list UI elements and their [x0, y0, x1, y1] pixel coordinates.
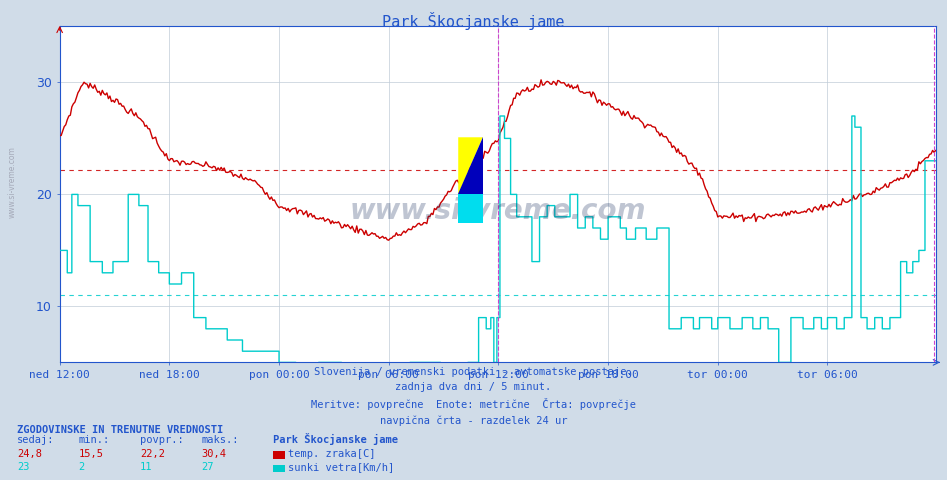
Polygon shape [458, 137, 483, 194]
Text: Park Škocjanske jame: Park Škocjanske jame [383, 12, 564, 30]
Text: 11: 11 [140, 462, 152, 472]
Text: povpr.:: povpr.: [140, 434, 184, 444]
Text: www.si-vreme.com: www.si-vreme.com [8, 146, 17, 218]
Text: Park Škocjanske jame: Park Škocjanske jame [273, 432, 398, 444]
Text: 30,4: 30,4 [202, 449, 226, 459]
Text: 24,8: 24,8 [17, 449, 42, 459]
Polygon shape [458, 137, 483, 194]
Text: min.:: min.: [79, 434, 110, 444]
Polygon shape [458, 194, 483, 223]
Text: 23: 23 [17, 462, 29, 472]
Text: maks.:: maks.: [202, 434, 240, 444]
Text: sedaj:: sedaj: [17, 434, 55, 444]
Text: Slovenija / vremenski podatki - avtomatske postaje.
zadnja dva dni / 5 minut.
Me: Slovenija / vremenski podatki - avtomats… [311, 367, 636, 426]
Text: 22,2: 22,2 [140, 449, 165, 459]
Text: 27: 27 [202, 462, 214, 472]
Text: sunki vetra[Km/h]: sunki vetra[Km/h] [288, 462, 394, 472]
Text: temp. zraka[C]: temp. zraka[C] [288, 449, 375, 459]
Text: www.si-vreme.com: www.si-vreme.com [349, 197, 646, 225]
Text: ZGODOVINSKE IN TRENUTNE VREDNOSTI: ZGODOVINSKE IN TRENUTNE VREDNOSTI [17, 425, 223, 435]
Text: 15,5: 15,5 [79, 449, 103, 459]
Text: 2: 2 [79, 462, 85, 472]
